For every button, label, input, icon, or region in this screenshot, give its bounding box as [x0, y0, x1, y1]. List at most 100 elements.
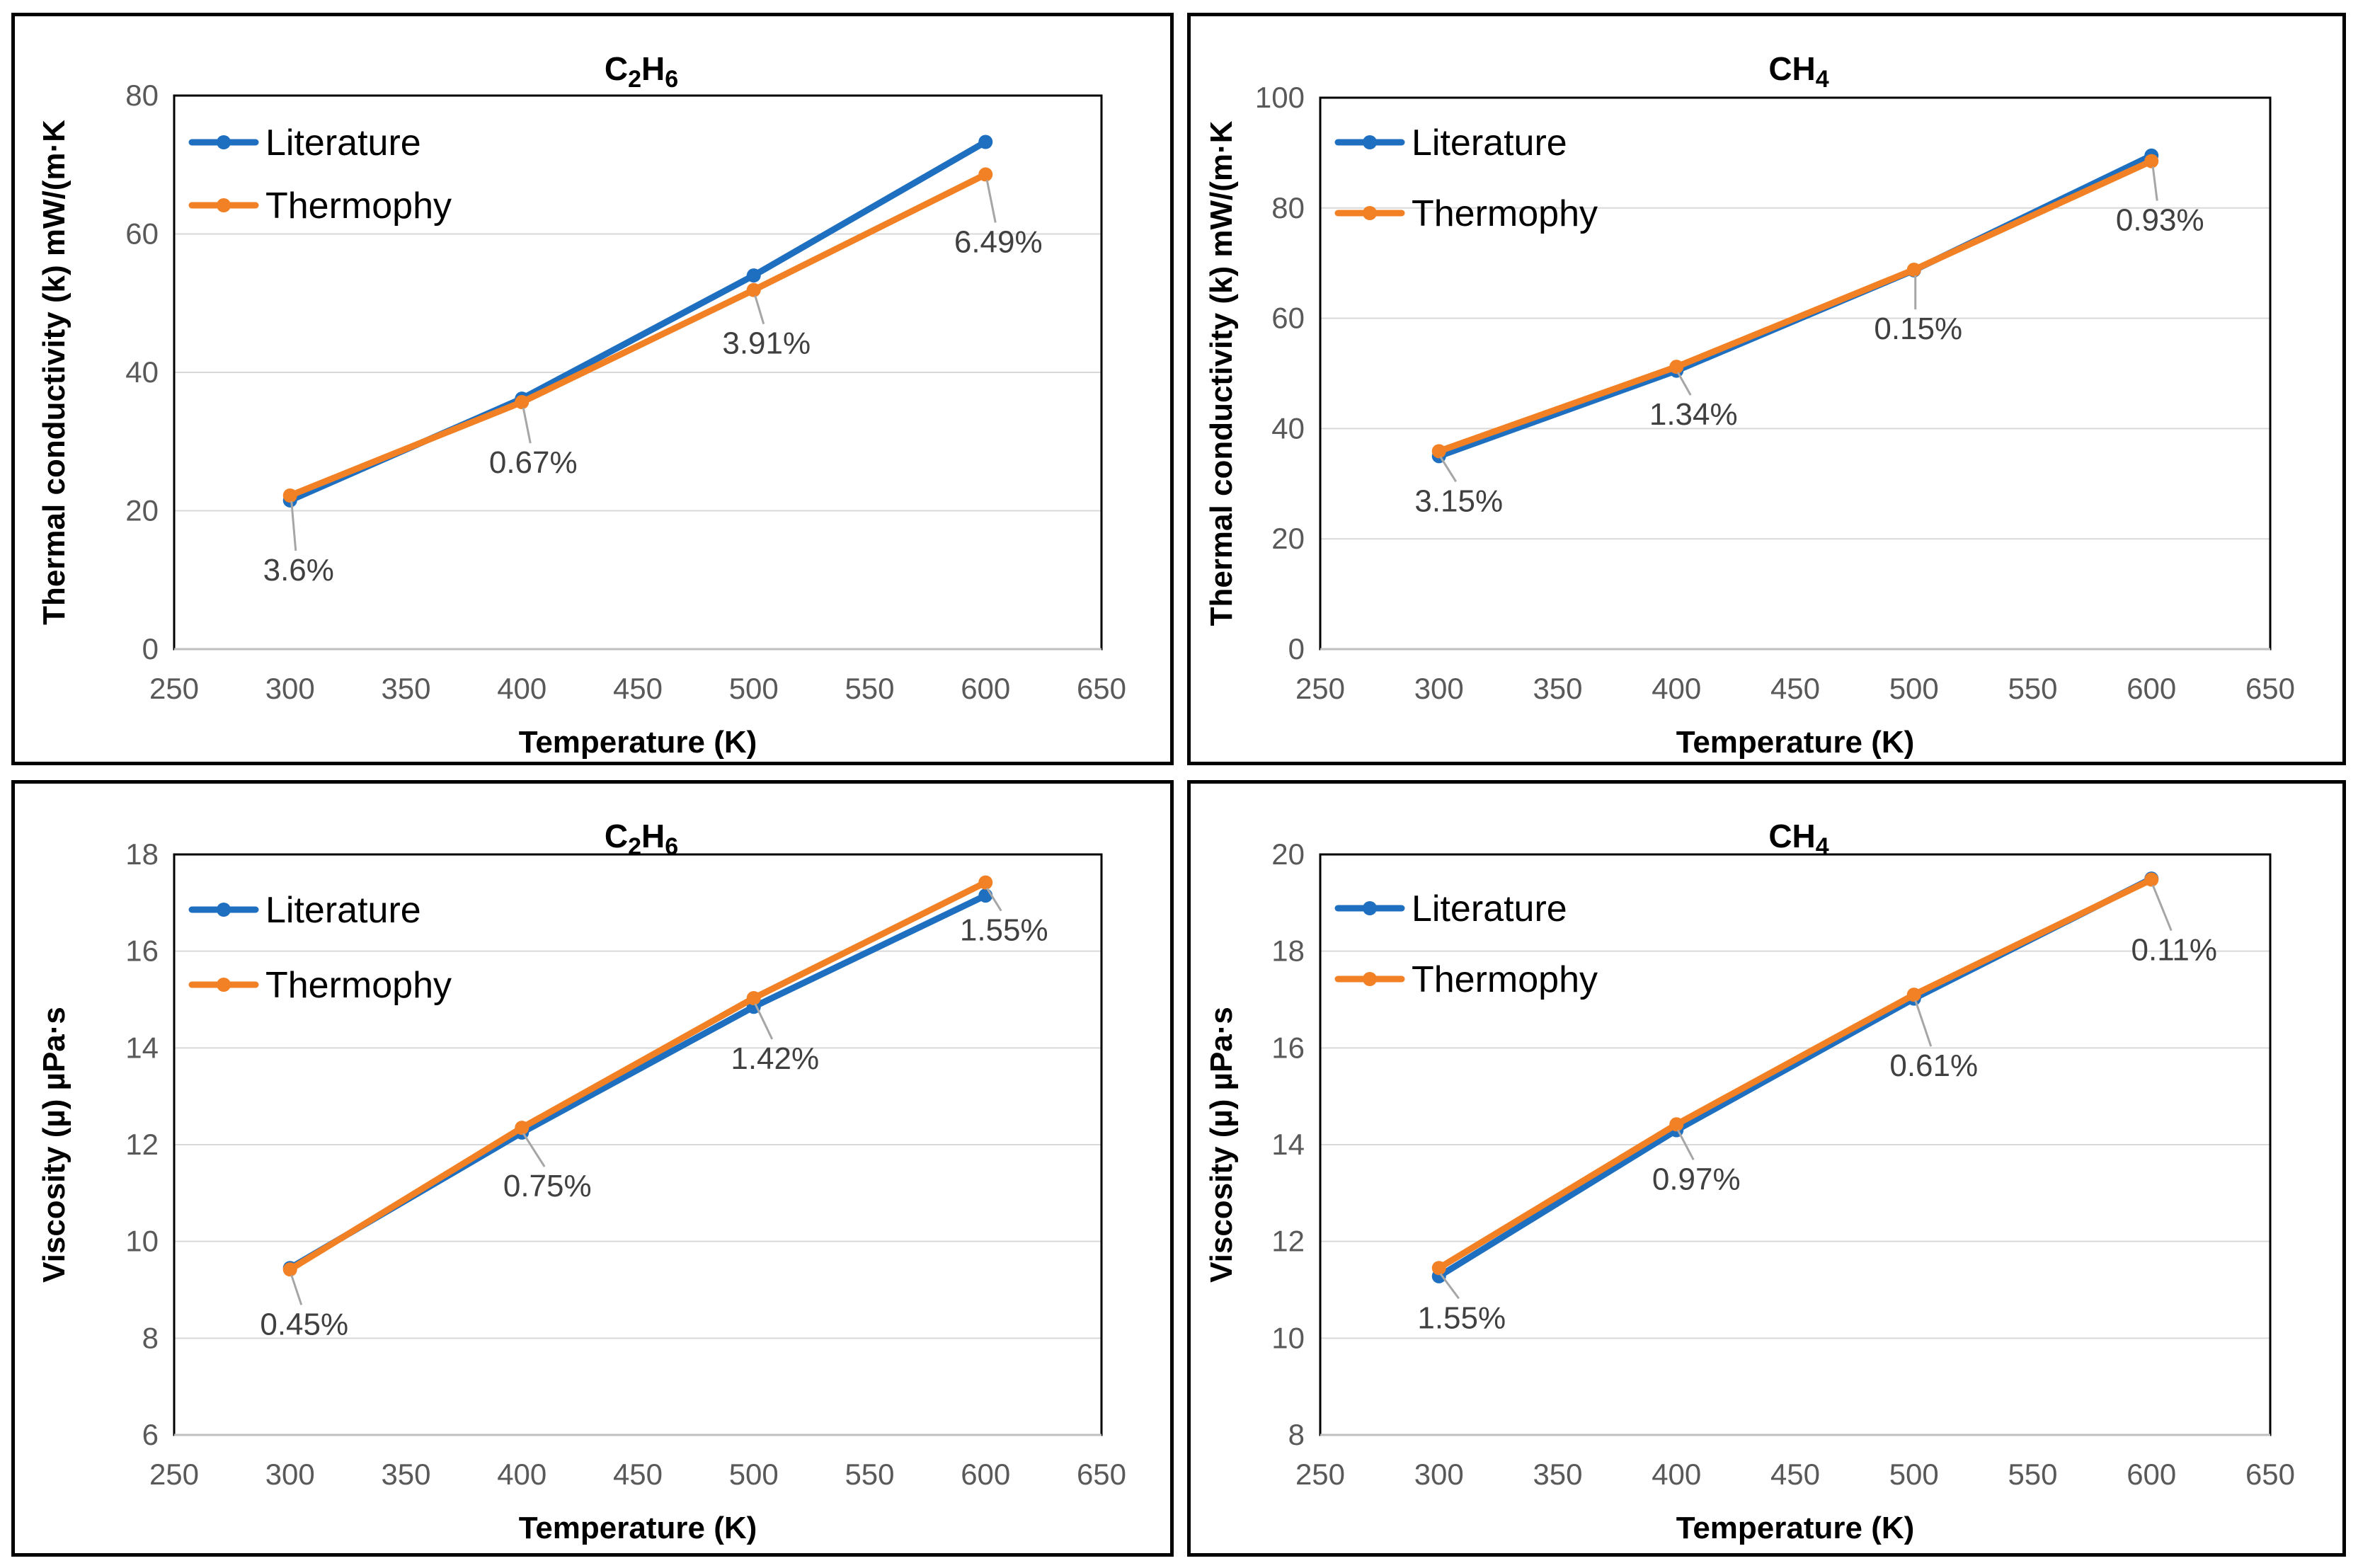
x-tick-label: 300 [265, 1458, 315, 1491]
legend-marker-literature [217, 135, 231, 149]
data-label-leader [522, 407, 532, 444]
y-tick-label: 8 [1288, 1418, 1305, 1451]
y-tick-label: 40 [1271, 411, 1305, 445]
series-line-thermophy [287, 879, 989, 1273]
y-tick-label: 12 [125, 1128, 159, 1161]
data-label: 3.6% [263, 553, 334, 588]
data-label: 0.97% [1652, 1162, 1741, 1196]
x-tick-label: 350 [1533, 1458, 1582, 1491]
data-label-leader [985, 887, 1002, 912]
x-axis-title: Temperature (K) [1676, 1511, 1915, 1545]
series-line-thermophy [1436, 876, 2155, 1271]
data-point-thermophy [746, 990, 761, 1005]
y-tick-label: 8 [142, 1321, 159, 1354]
y-tick-label: 60 [125, 217, 159, 251]
legend-marker-literature [1363, 901, 1377, 915]
data-label: 0.15% [1874, 311, 1962, 346]
x-tick-label: 650 [1077, 672, 1126, 705]
x-tick-label: 500 [729, 1458, 779, 1491]
data-label: 1.55% [1417, 1300, 1506, 1335]
data-point-thermophy [1431, 1261, 1446, 1276]
data-label: 0.93% [2116, 203, 2204, 238]
data-label: 3.91% [722, 326, 811, 361]
data-label-leader [1439, 456, 1458, 483]
data-label-leader [754, 295, 765, 325]
x-tick-label: 350 [1533, 672, 1582, 705]
legend-marker-literature [1363, 135, 1377, 149]
x-tick-label: 450 [613, 672, 663, 705]
y-tick-label: 10 [125, 1225, 159, 1258]
y-tick-label: 0 [1288, 632, 1305, 665]
data-label-leader [1439, 1273, 1460, 1300]
data-point-thermophy [1431, 444, 1446, 459]
x-tick-label: 450 [1770, 672, 1820, 705]
x-tick-label: 600 [961, 672, 1010, 705]
data-point-thermophy [2144, 872, 2159, 887]
chart-title: CH4 [1768, 818, 1828, 860]
y-tick-label: 60 [1271, 302, 1305, 335]
x-tick-label: 400 [1652, 672, 1701, 705]
data-label: 0.61% [1889, 1048, 1978, 1083]
x-tick-label: 450 [1770, 1458, 1820, 1491]
y-tick-label: 100 [1255, 81, 1305, 114]
data-point-thermophy [515, 1121, 530, 1135]
legend-label-thermophy: Thermophy [265, 965, 452, 1006]
y-axis-title: Viscosity (µ) µPa·s [1204, 1007, 1239, 1283]
data-label: 6.49% [954, 224, 1043, 259]
legend-label-literature: Literature [1412, 122, 1567, 164]
data-label: 1.55% [960, 913, 1048, 948]
x-axis-title: Temperature (K) [519, 725, 757, 760]
chart-title: CH4 [1768, 50, 1828, 93]
chart-title: C2H6 [605, 50, 678, 93]
x-axis-title: Temperature (K) [1676, 725, 1915, 760]
y-tick-label: 20 [1271, 522, 1305, 555]
chart-panel-viscosity-c2h6: 6 8 10 12 14 16 18 250 300 350 400 450 500 550 600 650 C… [11, 780, 1174, 1557]
x-tick-label: 500 [1889, 672, 1939, 705]
data-point-thermophy [978, 875, 993, 890]
data-label-leader [754, 1003, 774, 1040]
chart-thermal-conductivity-ch4: 0 20 40 60 80 100 250 300 350 400 450 500 550 600 650 C… [1204, 50, 2295, 760]
x-tick-label: 500 [729, 672, 779, 705]
data-label: 0.67% [489, 445, 578, 480]
x-tick-label: 350 [381, 1458, 430, 1491]
x-tick-label: 400 [497, 1458, 546, 1491]
series-line-literature [1436, 875, 2155, 1280]
x-tick-label: 650 [1077, 1458, 1126, 1491]
legend-label-literature: Literature [265, 122, 421, 164]
chart-title: C2H6 [605, 818, 678, 860]
legend-label-thermophy: Thermophy [1412, 193, 1598, 234]
data-point-thermophy [2144, 154, 2159, 168]
x-tick-label: 350 [381, 672, 430, 705]
data-point-thermophy [1669, 360, 1684, 374]
y-tick-label: 10 [1271, 1321, 1305, 1354]
y-axis-title: Thermal conductivity (k) mW/(m·K [37, 120, 71, 625]
y-tick-label: 20 [1271, 837, 1305, 871]
series-line-thermophy [1436, 158, 2155, 454]
y-tick-label: 0 [142, 632, 159, 665]
data-point-thermophy [515, 395, 530, 410]
legend-label-literature: Literature [1412, 888, 1567, 929]
data-label: 0.11% [2131, 933, 2218, 968]
y-tick-label: 80 [125, 79, 159, 112]
x-tick-label: 250 [149, 1458, 199, 1491]
data-label-leader [2151, 166, 2158, 201]
data-label-leader [290, 1274, 303, 1305]
y-tick-label: 20 [125, 494, 159, 527]
y-tick-label: 14 [1271, 1128, 1305, 1161]
y-tick-label: 40 [125, 355, 159, 389]
data-point-thermophy [1669, 1117, 1684, 1132]
x-tick-label: 550 [845, 1458, 894, 1491]
chart-thermal-conductivity-c2h6: 0 20 40 60 80 250 300 350 400 450 500 550 600 650 C2H6… [37, 50, 1126, 760]
legend-marker-thermophy [1363, 972, 1377, 986]
data-point-literature [746, 268, 761, 283]
x-tick-label: 600 [2127, 1458, 2176, 1491]
chart-panel-viscosity-ch4: 8 10 12 14 16 18 20 250 300 350 400 450 500 550 600 650… [1187, 780, 2346, 1557]
chart-viscosity-ch4: 8 10 12 14 16 18 20 250 300 350 400 450 500 550 600 650… [1204, 818, 2295, 1545]
data-point-thermophy [1906, 988, 1921, 1002]
data-label: 1.34% [1649, 397, 1738, 432]
chart-panel-thermal-conductivity-ch4: 0 20 40 60 80 100 250 300 350 400 450 500 550 600 650 C… [1187, 13, 2346, 765]
legend-marker-literature [217, 903, 231, 917]
y-tick-label: 12 [1271, 1225, 1305, 1258]
legend-label-literature: Literature [265, 890, 421, 931]
data-label: 1.42% [731, 1041, 819, 1076]
